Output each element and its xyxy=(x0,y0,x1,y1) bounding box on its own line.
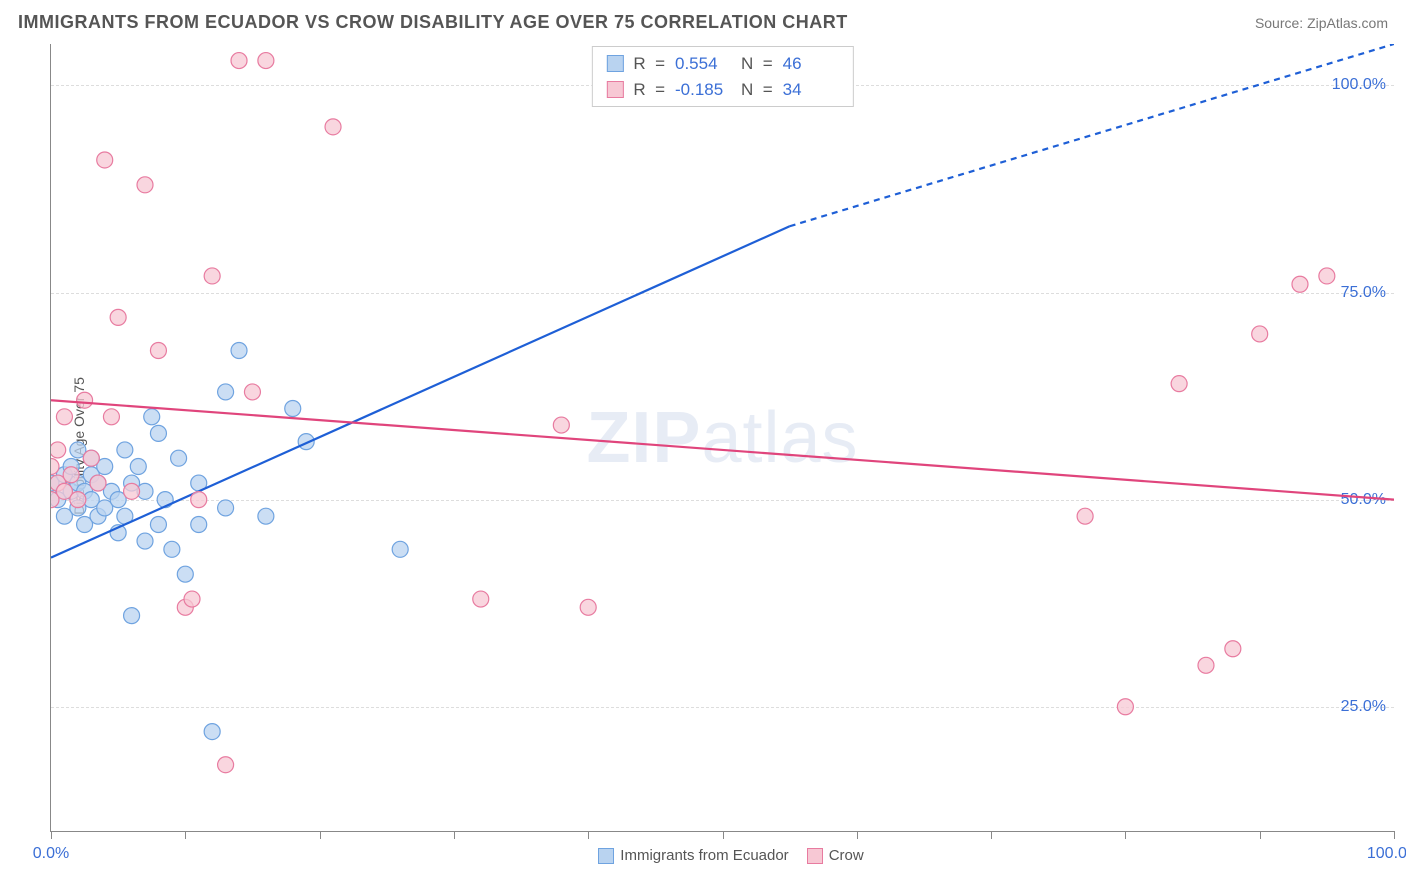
data-point xyxy=(164,541,180,557)
data-point xyxy=(1252,326,1268,342)
legend-row: R =-0.185N =34 xyxy=(606,77,838,103)
data-point xyxy=(63,467,79,483)
data-point xyxy=(171,450,187,466)
data-point xyxy=(56,409,72,425)
x-tick xyxy=(1260,831,1261,839)
data-point xyxy=(110,309,126,325)
legend-swatch xyxy=(807,848,823,864)
data-point xyxy=(204,268,220,284)
regression-line xyxy=(51,400,1394,499)
data-point xyxy=(204,724,220,740)
regression-line xyxy=(51,226,790,557)
data-point xyxy=(1292,276,1308,292)
data-point xyxy=(258,508,274,524)
legend-label: Immigrants from Ecuador xyxy=(620,847,788,864)
legend-row: R =0.554N =46 xyxy=(606,51,838,77)
data-point xyxy=(150,425,166,441)
data-point xyxy=(70,492,86,508)
data-point xyxy=(83,450,99,466)
data-point xyxy=(90,475,106,491)
x-tick xyxy=(1125,831,1126,839)
data-point xyxy=(218,384,234,400)
data-point xyxy=(1117,699,1133,715)
data-point xyxy=(1225,641,1241,657)
legend-swatch xyxy=(606,55,623,72)
data-point xyxy=(184,591,200,607)
data-point xyxy=(137,533,153,549)
data-point xyxy=(473,591,489,607)
x-tick xyxy=(320,831,321,839)
data-point xyxy=(137,177,153,193)
data-point xyxy=(130,458,146,474)
data-point xyxy=(97,152,113,168)
x-tick xyxy=(1394,831,1395,839)
data-point xyxy=(1198,657,1214,673)
data-point xyxy=(77,392,93,408)
correlation-legend: R =0.554N =46R =-0.185N =34 xyxy=(591,46,853,107)
legend-label: Crow xyxy=(829,847,864,864)
x-tick xyxy=(454,831,455,839)
source-label: Source: ZipAtlas.com xyxy=(1255,15,1388,31)
data-point xyxy=(51,442,66,458)
data-point xyxy=(285,401,301,417)
series-legend: Immigrants from Ecuador Crow xyxy=(50,847,1394,864)
data-point xyxy=(1077,508,1093,524)
data-point xyxy=(150,516,166,532)
data-point xyxy=(553,417,569,433)
x-tick xyxy=(185,831,186,839)
data-point xyxy=(325,119,341,135)
data-point xyxy=(191,492,207,508)
legend-swatch xyxy=(598,848,614,864)
data-point xyxy=(1171,376,1187,392)
data-point xyxy=(231,343,247,359)
chart-area: ZIPatlas R =0.554N =46R =-0.185N =34 25.… xyxy=(50,44,1394,832)
data-point xyxy=(218,500,234,516)
data-point xyxy=(117,442,133,458)
data-point xyxy=(1319,268,1335,284)
x-tick xyxy=(588,831,589,839)
x-tick xyxy=(51,831,52,839)
regression-line-dashed xyxy=(790,44,1394,226)
data-point xyxy=(218,757,234,773)
data-point xyxy=(231,53,247,69)
x-tick xyxy=(857,831,858,839)
data-point xyxy=(150,343,166,359)
plot-svg xyxy=(51,44,1394,831)
chart-title: IMMIGRANTS FROM ECUADOR VS CROW DISABILI… xyxy=(18,12,848,33)
data-point xyxy=(103,409,119,425)
x-tick xyxy=(723,831,724,839)
data-point xyxy=(144,409,160,425)
data-point xyxy=(177,566,193,582)
x-tick xyxy=(991,831,992,839)
data-point xyxy=(191,516,207,532)
data-point xyxy=(580,599,596,615)
data-point xyxy=(244,384,260,400)
data-point xyxy=(124,483,140,499)
data-point xyxy=(124,608,140,624)
data-point xyxy=(258,53,274,69)
legend-swatch xyxy=(606,81,623,98)
data-point xyxy=(392,541,408,557)
